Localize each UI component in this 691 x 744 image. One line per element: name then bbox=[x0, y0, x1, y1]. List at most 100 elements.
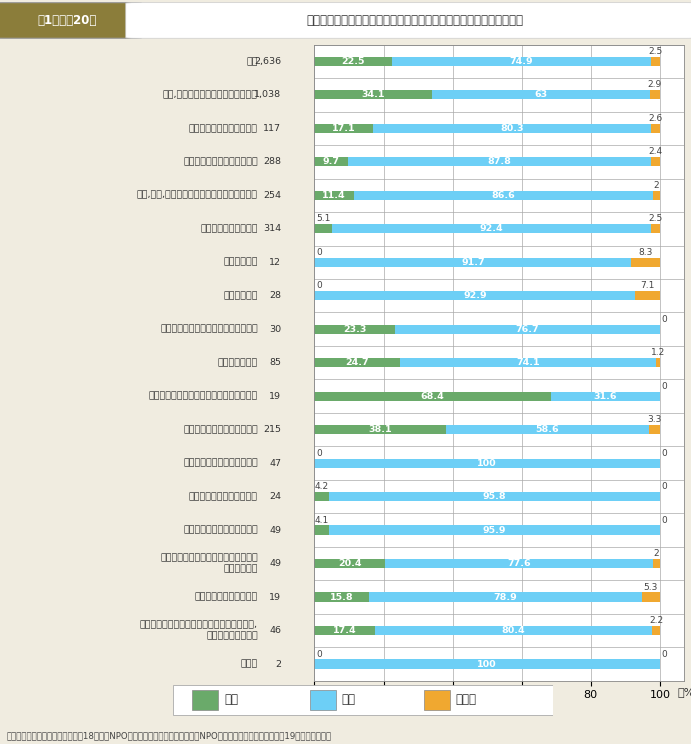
Bar bbox=[375, 626, 652, 635]
Text: 保健,医療又は福祉の増進を図る活動: 保健,医療又は福祉の増進を図る活動 bbox=[163, 90, 258, 100]
Text: 0: 0 bbox=[661, 482, 668, 491]
Text: 22.5: 22.5 bbox=[341, 57, 365, 66]
Text: 34.1: 34.1 bbox=[361, 90, 385, 100]
Text: 無回答: 無回答 bbox=[240, 659, 258, 669]
Bar bbox=[424, 690, 451, 710]
Text: 4.1: 4.1 bbox=[314, 516, 329, 525]
FancyBboxPatch shape bbox=[173, 684, 553, 715]
Text: 0: 0 bbox=[661, 449, 668, 458]
Text: 0: 0 bbox=[316, 449, 322, 458]
Bar bbox=[385, 559, 653, 568]
Text: 経済活動の活性化を図る活動: 経済活動の活性化を図る活動 bbox=[183, 525, 258, 535]
Bar bbox=[354, 190, 653, 200]
Text: 2.9: 2.9 bbox=[647, 80, 662, 89]
Text: 63: 63 bbox=[535, 90, 547, 100]
Text: 2.5: 2.5 bbox=[648, 214, 663, 223]
Text: 0: 0 bbox=[661, 382, 668, 391]
Text: 全体: 全体 bbox=[246, 57, 258, 66]
Text: 2.4: 2.4 bbox=[648, 147, 663, 156]
Text: 5.3: 5.3 bbox=[643, 583, 658, 591]
Bar bbox=[446, 425, 648, 434]
Text: 17.4: 17.4 bbox=[332, 626, 357, 635]
Bar bbox=[314, 190, 354, 200]
Bar bbox=[314, 659, 660, 669]
Text: 男女共同参画社会の形成の促進を図る活動: 男女共同参画社会の形成の促進を図る活動 bbox=[149, 391, 258, 401]
Bar bbox=[314, 391, 551, 401]
Text: 100: 100 bbox=[477, 659, 497, 669]
Text: 77.6: 77.6 bbox=[507, 559, 531, 568]
Text: 28: 28 bbox=[269, 291, 281, 301]
Bar bbox=[314, 458, 660, 468]
Bar bbox=[653, 190, 660, 200]
Text: 100: 100 bbox=[477, 458, 497, 468]
Text: 86.6: 86.6 bbox=[491, 190, 515, 200]
Text: 消費者の保護を図る活動: 消費者の保護を図る活動 bbox=[195, 592, 258, 602]
Text: 地域安全活動: 地域安全活動 bbox=[223, 291, 258, 301]
Text: 92.4: 92.4 bbox=[480, 224, 504, 234]
Text: 2: 2 bbox=[276, 659, 281, 669]
Text: 80.3: 80.3 bbox=[500, 124, 524, 133]
Text: 人権の擁護又は平和の推進を図る活動: 人権の擁護又は平和の推進を図る活動 bbox=[160, 324, 258, 334]
Text: 85: 85 bbox=[269, 358, 281, 368]
Bar bbox=[631, 257, 660, 267]
Text: 30: 30 bbox=[269, 324, 281, 334]
Text: 2: 2 bbox=[654, 549, 659, 558]
Text: 3.3: 3.3 bbox=[647, 415, 661, 424]
Text: 2.5: 2.5 bbox=[648, 47, 663, 56]
Bar bbox=[314, 124, 373, 133]
Text: 95.8: 95.8 bbox=[482, 492, 507, 501]
Bar bbox=[656, 358, 660, 368]
Text: 20.4: 20.4 bbox=[338, 559, 361, 568]
Text: 87.8: 87.8 bbox=[488, 157, 511, 167]
Text: 0: 0 bbox=[661, 315, 668, 324]
Text: 無回答: 無回答 bbox=[456, 693, 477, 706]
Bar bbox=[314, 358, 399, 368]
Text: 0: 0 bbox=[661, 650, 668, 658]
Text: 第1－特－20図: 第1－特－20図 bbox=[38, 14, 97, 27]
Bar bbox=[191, 690, 218, 710]
Bar bbox=[373, 124, 651, 133]
Text: 2.2: 2.2 bbox=[649, 616, 663, 625]
Text: 社会教育の推進を図る活動: 社会教育の推進を図る活動 bbox=[189, 124, 258, 133]
Text: 5.1: 5.1 bbox=[316, 214, 330, 223]
Text: 2,636: 2,636 bbox=[254, 57, 281, 66]
Text: 12: 12 bbox=[269, 257, 281, 267]
Text: 主たる活動分野別の特定非営利活動法人の代表者に占める女性の割合: 主たる活動分野別の特定非営利活動法人の代表者に占める女性の割合 bbox=[306, 14, 523, 27]
Text: 0: 0 bbox=[316, 248, 322, 257]
Text: 0: 0 bbox=[316, 650, 322, 658]
Text: （備考）　経済産業研究所「平成18年度「NPO法人の活動に関する調査研究（NPO法人調査）」報告書」（平成19年）より作成。: （備考） 経済産業研究所「平成18年度「NPO法人の活動に関する調査研究（NPO… bbox=[7, 731, 332, 740]
Bar bbox=[314, 57, 392, 66]
Text: 1.2: 1.2 bbox=[651, 348, 665, 357]
Text: 15.8: 15.8 bbox=[330, 592, 354, 602]
Text: 23.3: 23.3 bbox=[343, 324, 366, 334]
Bar bbox=[314, 525, 329, 535]
Text: 情報化社会の発展を図る活動: 情報化社会の発展を図る活動 bbox=[183, 458, 258, 468]
Text: 46: 46 bbox=[269, 626, 281, 635]
Bar bbox=[314, 559, 385, 568]
Text: 17.1: 17.1 bbox=[332, 124, 356, 133]
Bar bbox=[650, 90, 660, 100]
Text: 254: 254 bbox=[263, 190, 281, 200]
Bar bbox=[651, 57, 659, 66]
Text: 95.9: 95.9 bbox=[482, 525, 506, 535]
Text: 91.7: 91.7 bbox=[461, 257, 484, 267]
Text: 49: 49 bbox=[269, 525, 281, 535]
Text: 8.3: 8.3 bbox=[638, 248, 653, 257]
Text: まちづくりの推進を図る活動: まちづくりの推進を図る活動 bbox=[183, 157, 258, 167]
Text: 31.6: 31.6 bbox=[594, 391, 617, 401]
Bar bbox=[551, 391, 660, 401]
Text: 活動を行う団体の運営又は活動に関する連絡,
助言又は援助の活動: 活動を行う団体の運営又は活動に関する連絡, 助言又は援助の活動 bbox=[140, 620, 258, 641]
Text: 環境の保全を図る活動: 環境の保全を図る活動 bbox=[200, 224, 258, 234]
Bar bbox=[652, 626, 660, 635]
Text: 2.6: 2.6 bbox=[648, 114, 663, 123]
Text: 1,038: 1,038 bbox=[254, 90, 281, 100]
Text: 58.6: 58.6 bbox=[536, 425, 559, 434]
Text: 38.1: 38.1 bbox=[368, 425, 392, 434]
Bar bbox=[653, 559, 660, 568]
Text: 78.9: 78.9 bbox=[493, 592, 517, 602]
Text: 9.7: 9.7 bbox=[323, 157, 340, 167]
Text: 11.4: 11.4 bbox=[322, 190, 346, 200]
Bar bbox=[314, 224, 332, 234]
Text: 215: 215 bbox=[263, 425, 281, 434]
Text: 76.7: 76.7 bbox=[515, 324, 539, 334]
